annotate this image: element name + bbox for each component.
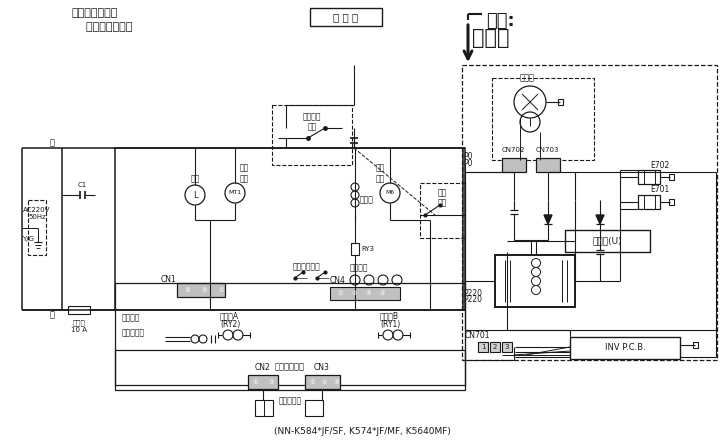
Bar (565, 230, 650, 252)
Text: (NN-K584*JF/SF, K574*JF/MF, K5640MF): (NN-K584*JF/SF, K574*JF/MF, K5640MF) (273, 427, 450, 437)
Text: 加热器: 加热器 (360, 195, 374, 205)
Bar (272, 105, 352, 165)
Text: 低压变压器: 低压变压器 (122, 328, 145, 338)
Text: ③: ③ (268, 380, 274, 385)
Bar (490, 342, 500, 352)
Bar (502, 342, 512, 352)
Bar (115, 283, 465, 390)
Bar (492, 78, 594, 160)
Text: 注意:: 注意: (486, 12, 515, 30)
Text: 磁控管: 磁控管 (520, 73, 535, 82)
Bar (638, 195, 660, 209)
Bar (570, 337, 680, 359)
Bar (115, 350, 465, 385)
Text: 热敏电阻: 热敏电阻 (350, 263, 368, 273)
Text: 保险丝
10 A: 保险丝 10 A (71, 319, 87, 333)
Text: CN701: CN701 (465, 331, 491, 340)
Text: E702: E702 (650, 160, 669, 169)
Text: CN4: CN4 (330, 276, 346, 285)
Polygon shape (544, 215, 552, 224)
Text: 继电器A: 继电器A (220, 312, 239, 320)
Text: CN3: CN3 (314, 363, 330, 372)
Text: 微波炉不工作。: 微波炉不工作。 (72, 22, 133, 32)
Text: ⑤: ⑤ (201, 287, 207, 293)
Bar (310, 8, 382, 26)
Text: ①: ① (337, 291, 343, 296)
Bar (693, 342, 698, 348)
Text: P0: P0 (463, 159, 473, 168)
Bar (330, 287, 400, 300)
Text: AC220V
50Hz: AC220V 50Hz (23, 207, 51, 220)
Bar (558, 99, 563, 105)
Text: ①: ① (252, 380, 258, 385)
Text: MT1: MT1 (228, 191, 241, 195)
Text: 数据程序电路: 数据程序电路 (275, 362, 305, 371)
Text: 高压区: 高压区 (472, 28, 510, 48)
Text: 新 高 压: 新 高 压 (334, 12, 359, 22)
Bar (669, 199, 674, 205)
Text: INV P.C.B.: INV P.C.B. (605, 343, 645, 353)
Text: M6: M6 (386, 191, 394, 195)
Text: 继电器B: 继电器B (380, 312, 399, 320)
Bar (478, 342, 488, 352)
Bar (305, 400, 323, 416)
Text: CN703: CN703 (536, 147, 560, 153)
Text: P0: P0 (463, 152, 473, 161)
Text: ②: ② (351, 291, 357, 296)
Text: (RY1): (RY1) (380, 320, 400, 329)
Bar (115, 148, 465, 310)
Text: 初级碰锁
开关: 初级碰锁 开关 (303, 112, 321, 131)
Text: ②: ② (321, 380, 327, 385)
Text: ③: ③ (365, 291, 370, 296)
Text: Y/G: Y/G (22, 236, 34, 242)
Text: P220: P220 (463, 296, 482, 305)
Text: ③: ③ (334, 380, 339, 385)
Text: CN1: CN1 (160, 275, 176, 285)
Bar (351, 243, 359, 255)
Text: E701: E701 (650, 186, 669, 194)
Bar (305, 375, 340, 389)
Text: 注：炉门关闭。: 注：炉门关闭。 (72, 8, 118, 18)
Bar (502, 158, 526, 172)
Bar (68, 306, 90, 314)
Bar (495, 255, 575, 307)
Text: ③: ③ (184, 287, 190, 293)
Text: ①: ① (309, 380, 315, 385)
Text: 炉灯: 炉灯 (191, 174, 199, 183)
Bar (420, 183, 465, 238)
Bar (536, 158, 560, 172)
Text: 变频器(U): 变频器(U) (592, 236, 622, 245)
Text: ④: ④ (379, 291, 385, 296)
Text: ①: ① (218, 287, 224, 293)
Text: 转盘
电机: 转盘 电机 (240, 164, 249, 183)
Bar (28, 200, 46, 255)
Bar (669, 174, 674, 180)
Bar (255, 400, 273, 416)
Text: CN2: CN2 (255, 363, 271, 372)
Text: RY3: RY3 (361, 246, 374, 252)
Text: 蓝: 蓝 (50, 138, 55, 148)
Text: P220: P220 (463, 289, 482, 298)
Text: 3: 3 (505, 344, 509, 350)
Bar (177, 283, 225, 297)
Text: (RY2): (RY2) (220, 320, 240, 329)
Text: 次级碰锁开关: 次级碰锁开关 (293, 263, 320, 271)
Text: 短路
开关: 短路 开关 (437, 188, 447, 207)
Bar (248, 375, 278, 389)
Text: 1: 1 (481, 344, 485, 350)
Text: C1: C1 (78, 182, 86, 188)
Text: 蒸汽感应器: 蒸汽感应器 (278, 396, 302, 405)
Bar (462, 65, 717, 360)
Text: L: L (193, 191, 197, 199)
Text: CN702: CN702 (502, 147, 526, 153)
Polygon shape (596, 215, 604, 224)
Text: 棕: 棕 (50, 310, 55, 320)
Text: 2: 2 (493, 344, 497, 350)
Text: 压敏电阻: 压敏电阻 (122, 313, 141, 323)
Bar (638, 170, 660, 184)
Text: 风扇
电机: 风扇 电机 (376, 164, 385, 183)
